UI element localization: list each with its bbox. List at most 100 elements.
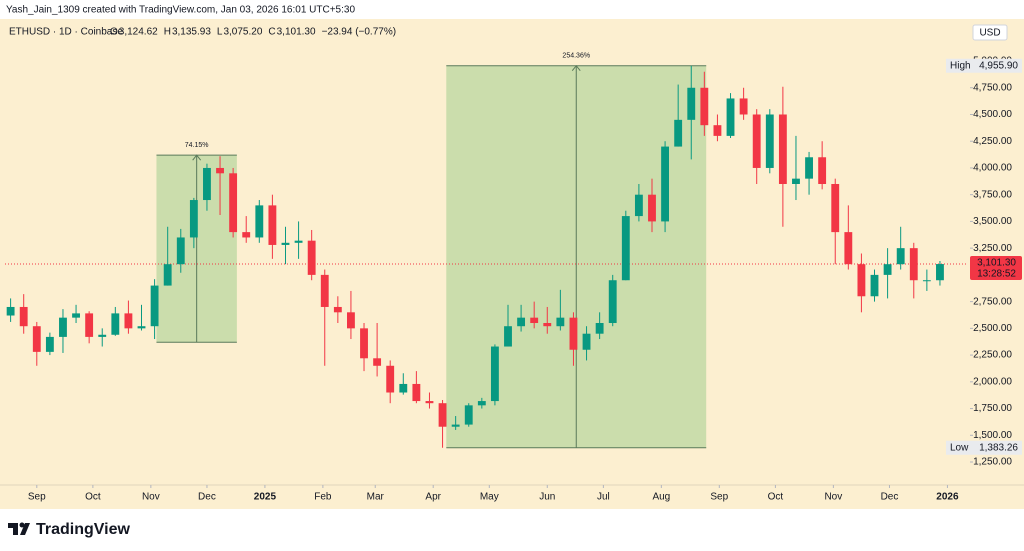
x-tick-label: Jun [539, 492, 555, 503]
candle-body [412, 383, 421, 402]
candle-body [595, 323, 604, 334]
x-tick-label: Mar [367, 492, 385, 503]
y-tick-label: 2,000.00 [973, 376, 1012, 387]
candle-body [294, 240, 303, 243]
candle-body [687, 87, 696, 120]
candle-body [19, 306, 28, 327]
ohlc-value: 3,101.30 [277, 27, 316, 38]
candle-body [386, 365, 395, 393]
candle-body [98, 334, 107, 337]
candle-body [255, 205, 264, 238]
candle-body [373, 358, 382, 366]
candle-body [477, 401, 486, 406]
countdown: 13:28:52 [977, 269, 1016, 280]
ohlc-label: H [164, 27, 171, 38]
y-tick-label: 4,750.00 [973, 82, 1012, 93]
ohlc-value: 3,124.62 [119, 27, 158, 38]
range-label: 254.36% [562, 53, 590, 60]
last-price-label: 3,101.30 [977, 258, 1016, 269]
candle-body [425, 401, 434, 404]
last-price-tag [970, 256, 1022, 281]
range-label: 74.15% [185, 142, 209, 149]
currency-box[interactable] [972, 24, 1008, 41]
x-tick-label: Sep [710, 492, 728, 503]
currency[interactable]: USD [979, 28, 1000, 39]
x-tick-label: Nov [824, 492, 842, 503]
candle-body [792, 178, 800, 184]
y-tick-label: 1,500.00 [973, 430, 1012, 441]
logo-dot [19, 522, 25, 528]
y-tick-label: 2,250.00 [973, 350, 1012, 361]
candle-body [137, 326, 146, 329]
candle-body [438, 403, 447, 427]
candle-body [621, 216, 630, 281]
y-tick-label: 1,750.00 [973, 403, 1012, 414]
y-tick-label: 3,500.00 [973, 216, 1012, 227]
range-arrowhead [192, 154, 202, 161]
candle-body [569, 317, 578, 350]
candle-body [661, 146, 670, 222]
candle-body [150, 285, 159, 327]
x-tick-label: Sep [28, 492, 46, 503]
symbol: ETHUSD · 1D · Coinbase [9, 27, 123, 38]
candle-body [870, 274, 879, 297]
candle-body [203, 167, 211, 201]
candle-body [634, 194, 643, 217]
logo-mark [8, 523, 18, 535]
x-tick-label: 2026 [936, 492, 959, 503]
ohlc-value: 3,135.93 [172, 27, 211, 38]
ohlc: O 3,124.62 H 3,135.93 L 3,075.20 C 3,101.30 −23.… [110, 27, 396, 38]
candle-body [530, 317, 539, 324]
candle-body [189, 200, 198, 238]
change: −23.94 (−0.77%) [322, 27, 397, 38]
candle-body [85, 313, 94, 337]
candle-body [360, 328, 368, 359]
candle-body [700, 87, 709, 126]
candle-body [32, 326, 41, 352]
candle-body [648, 194, 656, 222]
candle-body [805, 157, 813, 179]
ohlc-label: O [110, 27, 118, 38]
candle-body [111, 313, 120, 335]
credit: Yash_Jain_1309 created with TradingView.… [6, 5, 355, 16]
candle-body [216, 167, 224, 174]
range-arrowhead [571, 64, 581, 72]
candle-body [922, 280, 931, 282]
low_marker-tag-name: Low [950, 442, 969, 453]
x-tick-label: Nov [142, 492, 160, 503]
candle-body [124, 313, 133, 329]
x-tick-label: Apr [425, 492, 441, 503]
candle-body [517, 317, 526, 327]
low_marker-tag-value: 1,383.26 [979, 442, 1018, 453]
x-tick-label: Oct [85, 492, 101, 503]
ohlc-label: L [217, 27, 223, 38]
ohlc-label: C [268, 27, 275, 38]
candle-body [883, 264, 892, 275]
x-tick-label: May [480, 492, 499, 503]
candle-body [543, 323, 552, 327]
x-tick-label: Oct [768, 492, 784, 503]
candle-body [307, 240, 316, 275]
x-tick-label: Aug [652, 492, 670, 503]
candle-body [857, 264, 866, 297]
candle-body [818, 157, 827, 184]
candle-body [739, 98, 748, 115]
candle-body [726, 98, 735, 136]
candle-body [504, 326, 512, 347]
candle-body [268, 205, 277, 245]
y-tick-label: 4,250.00 [973, 136, 1012, 147]
high_marker-tag-value: 4,955.90 [979, 60, 1018, 71]
candle-body [45, 336, 54, 352]
candle-body [451, 424, 460, 427]
candle-body [281, 242, 290, 245]
candle-body [556, 317, 565, 327]
candle-body [347, 312, 355, 329]
candle-body [608, 280, 617, 324]
low_marker-tag-bg [946, 440, 1022, 455]
y-tick-label: 3,250.00 [973, 243, 1012, 254]
candle-body [229, 173, 238, 233]
candle-body [333, 306, 342, 313]
candle-body [844, 232, 853, 265]
